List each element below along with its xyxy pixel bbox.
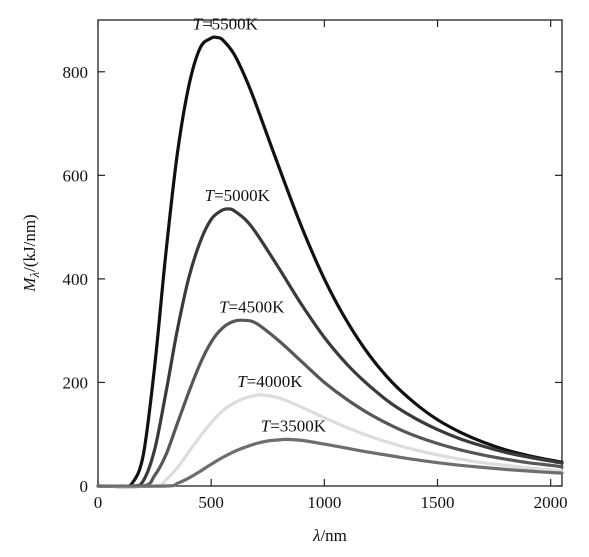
x-tick-label: 0: [94, 493, 103, 512]
series-curve: [96, 318, 564, 489]
series-label-symbol: T: [261, 416, 272, 435]
y-axis-label-symbol: M: [20, 277, 39, 293]
x-axis-label-unit: /nm: [320, 526, 346, 545]
y-tick-label: 800: [63, 63, 89, 82]
series-label: T=5500K: [193, 15, 259, 34]
series-curve: [96, 437, 564, 488]
x-tick-label: 2000: [534, 493, 568, 512]
y-axis-label-subscript: λ: [27, 272, 42, 279]
series-label: T=4000K: [237, 372, 303, 391]
series-curve: [96, 393, 564, 489]
y-tick-label: 200: [63, 373, 89, 392]
x-tick-label: 500: [198, 493, 224, 512]
x-axis-label: λ/nm: [312, 526, 347, 545]
plot-frame: [97, 19, 563, 487]
series-curve: [96, 207, 564, 488]
series-label: T=4500K: [219, 297, 285, 316]
series-label-symbol: T: [193, 15, 204, 34]
series-label-symbol: T: [219, 297, 230, 316]
axis-ticks: [97, 20, 562, 487]
x-tick-label: 1500: [421, 493, 455, 512]
x-tick-label: 1000: [307, 493, 341, 512]
x-axis-label-symbol: λ: [312, 526, 320, 545]
axis-tick-labels: 0 500 1000 1500 2000 0 200 400 600 800: [63, 63, 568, 512]
series-label: T=5000K: [205, 186, 271, 205]
y-tick-label: 400: [63, 270, 89, 289]
y-axis-label: Mλ/(kJ/nm): [20, 214, 42, 292]
series-label-value: =4500K: [229, 297, 286, 316]
series-label-value: =3500K: [270, 416, 327, 435]
series-label-value: =5500K: [202, 15, 259, 34]
y-axis-label-unit: /(kJ/nm): [20, 214, 39, 272]
series-curve: [96, 35, 564, 489]
curves-layer: [96, 35, 564, 489]
series-label-symbol: T: [205, 186, 216, 205]
series-label: T=3500K: [261, 416, 327, 435]
series-label-value: =5000K: [214, 186, 271, 205]
series-label-symbol: T: [237, 372, 248, 391]
series-label-value: =4000K: [247, 372, 304, 391]
y-tick-label: 0: [80, 477, 89, 496]
y-tick-label: 600: [63, 166, 89, 185]
